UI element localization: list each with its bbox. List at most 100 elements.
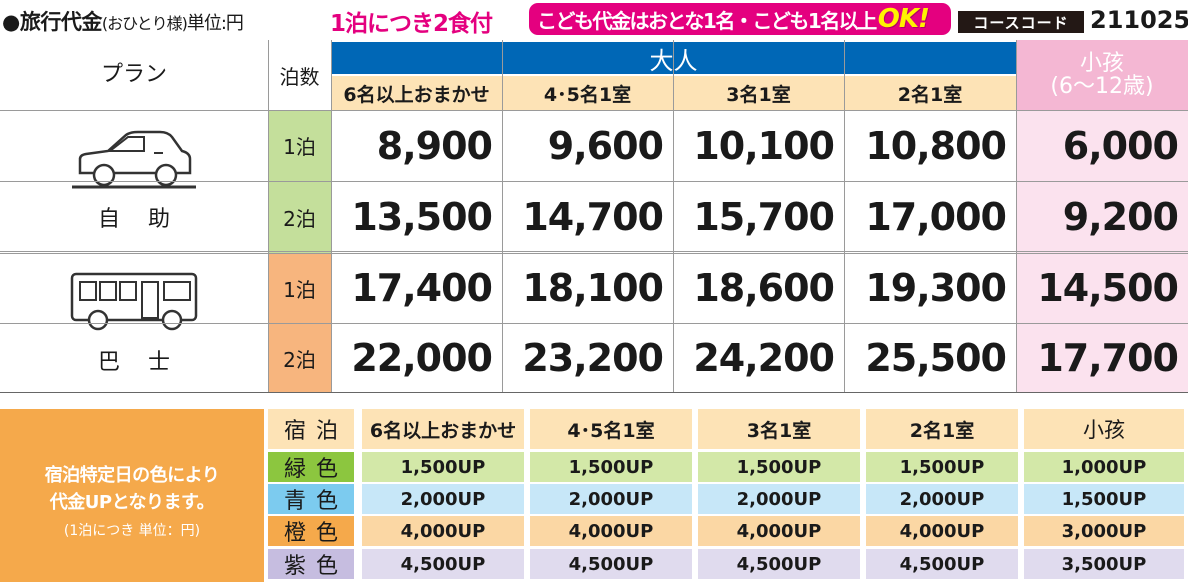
surcharge-value-cell: 4,500UP — [698, 549, 860, 579]
price-cell: 18,600 — [693, 266, 835, 310]
nights-cell: 2泊 — [268, 181, 331, 253]
child-header-title: 小孩 — [1079, 50, 1124, 76]
surcharge-table: 宿泊特定日の色により 代金UPとなります。 (1泊につき 単位：円) 宿泊 6名以… — [0, 409, 1188, 582]
child-price-cell: 14,500 — [1016, 253, 1188, 323]
price-cell: 17,000 — [865, 195, 1007, 239]
surcharge-value-cell: 2,000UP — [866, 484, 1018, 514]
surcharge-col-header: 4･5名1室 — [530, 409, 692, 449]
plan-self-drive: 自助 — [0, 110, 268, 251]
surcharge-color-label: 緑色 — [268, 452, 354, 482]
surcharge-color-label: 紫色 — [268, 549, 354, 579]
nights-header: 泊数 — [279, 64, 320, 89]
surcharge-value-cell: 2,000UP — [530, 484, 692, 514]
surcharge-value-cell: 1,500UP — [866, 452, 1018, 482]
price-cell: 23,200 — [522, 336, 664, 380]
surcharge-col-header: 6名以上おまかせ — [362, 409, 524, 449]
child-header-age: (6～12歳) — [1050, 74, 1154, 99]
price-cell: 10,800 — [865, 123, 1007, 168]
child-price-cell: 9,200 — [1016, 181, 1188, 253]
price-cell: 10,100 — [693, 123, 835, 168]
col-header-3: 3名1室 — [673, 76, 844, 110]
child-price-badge: こども代金はおとな1名・こども1名以上 OK! — [529, 3, 951, 35]
child-price-cell: 17,700 — [1016, 323, 1188, 393]
grid-line — [0, 251, 1188, 252]
surcharge-value-cell: 1,500UP — [362, 452, 524, 482]
grid-line — [844, 40, 845, 393]
col-header-2: 2名1室 — [844, 76, 1016, 110]
surcharge-value-cell: 3,500UP — [1024, 549, 1184, 579]
surcharge-value-cell: 4,000UP — [698, 516, 860, 546]
nights-cell: 2泊 — [268, 323, 331, 393]
grid-line — [0, 110, 1188, 111]
surcharge-col-header: 2名1室 — [866, 409, 1018, 449]
surcharge-header-cell: 宿泊 — [268, 409, 354, 449]
surcharge-value-cell: 4,000UP — [362, 516, 524, 546]
surcharge-value-cell: 1,500UP — [1024, 484, 1184, 514]
title-text: ●旅行代金 — [2, 10, 102, 34]
surcharge-col-header: 3名1室 — [698, 409, 860, 449]
grid-line — [331, 40, 332, 393]
price-cell: 8,900 — [376, 123, 493, 168]
surcharge-value-cell: 4,500UP — [866, 549, 1018, 579]
surcharge-note-line1: 宿泊特定日の色により — [44, 465, 220, 487]
surcharge-value-cell: 1,500UP — [530, 452, 692, 482]
meals-note: 1泊につき2食付 — [330, 11, 493, 37]
price-cell: 9,600 — [547, 123, 664, 168]
grid-line — [673, 40, 674, 393]
price-cell: 25,500 — [865, 336, 1007, 380]
price-cell: 24,200 — [693, 336, 835, 380]
surcharge-value-cell: 1,500UP — [698, 452, 860, 482]
plan-label-self-drive: 自助 — [97, 206, 198, 232]
surcharge-color-label: 青色 — [268, 484, 354, 514]
surcharge-color-label-text: 橙色 — [283, 521, 348, 546]
surcharge-value-cell: 4,500UP — [362, 549, 524, 579]
price-table: プラン 泊数 大人 小孩 (6～12歳) 6名以上おまかせ 4･5名1室 3名1… — [0, 40, 1188, 393]
surcharge-color-label-text: 青色 — [283, 489, 348, 514]
surcharge-color-label: 橙色 — [268, 516, 354, 546]
surcharge-color-label-text: 緑色 — [283, 457, 348, 482]
surcharge-header-label: 宿泊 — [283, 419, 348, 444]
surcharge-note-line2: 代金UPとなります。 — [49, 491, 215, 513]
surcharge-value-cell: 2,000UP — [698, 484, 860, 514]
bus-icon — [68, 270, 200, 340]
header-bar: ●旅行代金(おひとり様)単位:円 1泊につき2食付 こども代金はおとな1名・こど… — [0, 0, 1188, 40]
grid-line — [0, 253, 1188, 254]
nights-cell: 1泊 — [268, 253, 331, 323]
car-icon — [70, 129, 198, 197]
grid-line — [1016, 40, 1017, 393]
grid-line — [0, 323, 1188, 324]
surcharge-col-header: 小孩 — [1024, 409, 1184, 449]
title-per-person: (おひとり様) — [101, 14, 188, 33]
price-cell: 15,700 — [693, 195, 835, 239]
nights-cell: 1泊 — [268, 110, 331, 181]
surcharge-value-cell: 1,000UP — [1024, 452, 1184, 482]
child-price-badge-text: こども代金はおとな1名・こども1名以上 — [537, 8, 877, 33]
surcharge-value-cell: 2,000UP — [362, 484, 524, 514]
price-cell: 19,300 — [865, 266, 1007, 310]
price-cell: 22,000 — [351, 336, 493, 380]
plan-label-bus: 巴士 — [97, 350, 198, 375]
surcharge-note: 宿泊特定日の色により 代金UPとなります。 (1泊につき 単位：円) — [0, 409, 264, 582]
surcharge-value-cell: 4,000UP — [866, 516, 1018, 546]
price-cell: 13,500 — [351, 195, 493, 239]
surcharge-value-cell: 4,000UP — [530, 516, 692, 546]
course-code: 211025 — [1090, 6, 1188, 34]
grid-line — [502, 40, 503, 393]
plan-header: プラン — [100, 62, 167, 87]
price-cell: 18,100 — [522, 266, 664, 310]
title-unit: 単位:円 — [186, 13, 244, 34]
child-price-cell: 6,000 — [1016, 110, 1188, 181]
child-header: 小孩 (6～12歳) — [1016, 40, 1188, 110]
col-header-6plus: 6名以上おまかせ — [331, 76, 502, 110]
surcharge-value-cell: 4,500UP — [530, 549, 692, 579]
grid-line — [0, 181, 1188, 182]
surcharge-note-unit: (1泊につき 単位：円) — [63, 522, 201, 539]
surcharge-value-cell: 3,000UP — [1024, 516, 1184, 546]
grid-line — [268, 40, 269, 393]
col-header-4-5: 4･5名1室 — [502, 76, 673, 110]
plan-bus: 巴士 — [0, 253, 268, 393]
course-code-label: コースコード — [958, 11, 1084, 33]
price-cell: 17,400 — [351, 266, 493, 310]
surcharge-color-label-text: 紫色 — [283, 554, 348, 579]
ok-mark: OK! — [877, 4, 930, 34]
